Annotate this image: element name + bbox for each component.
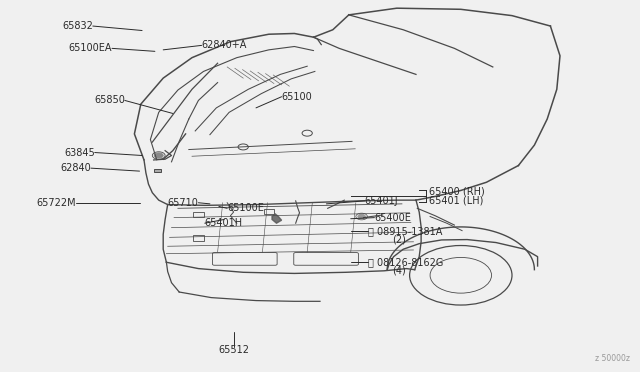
Text: z 50000z: z 50000z (595, 354, 630, 363)
Text: 65100EA: 65100EA (68, 44, 112, 53)
Text: 62840+A: 62840+A (202, 41, 247, 50)
Text: 65401J: 65401J (365, 196, 399, 206)
Circle shape (358, 214, 365, 219)
Text: 65710: 65710 (168, 198, 198, 208)
Text: Ⓜ 08915-1381A: Ⓜ 08915-1381A (368, 227, 442, 236)
Text: 65400 (RH): 65400 (RH) (429, 187, 484, 196)
FancyBboxPatch shape (154, 169, 161, 172)
Text: 62840: 62840 (60, 163, 91, 173)
Text: Ⓑ 08126-8162G: Ⓑ 08126-8162G (368, 257, 444, 267)
Text: (4): (4) (392, 266, 405, 276)
Circle shape (154, 153, 163, 158)
Polygon shape (272, 214, 282, 223)
Text: 65100: 65100 (282, 92, 312, 102)
Text: 65832: 65832 (62, 21, 93, 31)
Text: 65401 (LH): 65401 (LH) (429, 195, 483, 205)
Text: 65512: 65512 (218, 346, 249, 355)
Text: 65401H: 65401H (205, 218, 243, 228)
Text: 65850: 65850 (94, 96, 125, 105)
Text: 65722M: 65722M (36, 198, 76, 208)
Text: (2): (2) (392, 235, 406, 245)
Text: 65400E: 65400E (374, 213, 412, 222)
Text: 65100E: 65100E (227, 203, 264, 213)
Text: 63845: 63845 (64, 148, 95, 157)
